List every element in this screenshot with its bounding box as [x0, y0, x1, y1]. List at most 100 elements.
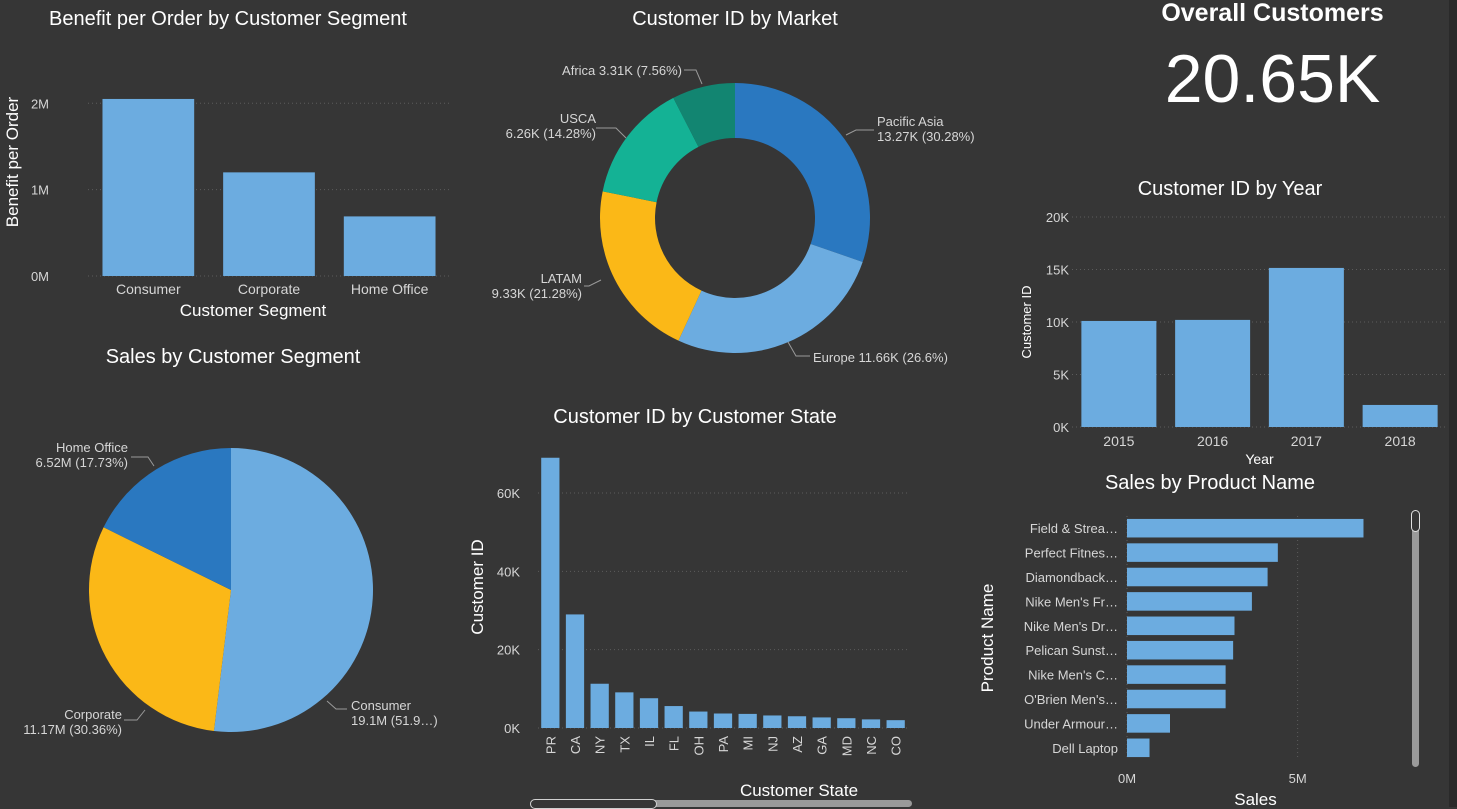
bar-co	[886, 720, 905, 728]
state-scrollbar-track[interactable]	[530, 800, 912, 807]
data-label: Corporate	[64, 707, 122, 722]
data-label: 9.33K (21.28%)	[492, 286, 582, 301]
x-tick-label: MD	[839, 736, 854, 756]
x-tick-label: NY	[593, 736, 608, 754]
bar-under-armour	[1127, 714, 1170, 733]
data-label: LATAM	[541, 271, 582, 286]
bar-il	[639, 698, 659, 728]
bar-pr	[541, 457, 560, 728]
bar-oh	[689, 711, 708, 728]
data-label: 6.26K (14.28%)	[506, 126, 596, 141]
x-tick-label: MI	[741, 736, 756, 750]
x-tick-label: PR	[543, 736, 558, 754]
product-chart-title: Sales by Product Name	[1104, 472, 1316, 494]
y-tick-label: 20K	[1046, 210, 1069, 225]
bar-o-brien-men-s	[1127, 689, 1226, 709]
data-label: Pacific Asia	[877, 114, 944, 129]
y-tick-label: O'Brien Men's…	[1024, 692, 1118, 707]
y-tick-label: 0K	[1053, 420, 1069, 435]
bar-mi	[738, 713, 757, 728]
data-label: 6.52M (17.73%)	[36, 455, 129, 470]
product-scrollbar-track[interactable]	[1412, 512, 1419, 767]
y-tick-label: 15K	[1046, 263, 1069, 278]
bar-tx	[615, 692, 634, 728]
sales-segment-panel: Sales by Customer Segment Consumer 19.1M …	[0, 340, 470, 807]
kpi-value: 20.65K	[1164, 41, 1381, 117]
benefit-chart: 0M 1M 2M Consumer Corporate Home Office Custom…	[3, 96, 450, 320]
product-chart-panel: Sales by Product Name 0M 5M Field & Strea……	[970, 470, 1450, 809]
market-chart-title: Customer ID by Market	[632, 8, 838, 30]
bar-ny	[590, 683, 609, 728]
bar-az	[787, 716, 807, 728]
x-tick-label: Home Office	[351, 281, 429, 297]
bar-dell-laptop	[1127, 738, 1150, 758]
y-tick-label: Diamondback…	[1026, 570, 1119, 585]
x-axis-title: Customer Segment	[180, 301, 327, 320]
data-label: Home Office	[56, 440, 128, 455]
x-tick-label: GA	[815, 736, 830, 755]
bar-nike-men-s-c	[1127, 665, 1226, 684]
leader-line	[326, 700, 347, 710]
window-edge	[1449, 0, 1457, 807]
x-tick-label: 2017	[1291, 433, 1322, 449]
leader-line	[131, 456, 155, 467]
slice-usca	[602, 97, 699, 203]
x-tick-label: AZ	[790, 736, 805, 753]
bar-pelican-sunst	[1127, 640, 1234, 660]
x-axis-title: Year	[1245, 451, 1274, 467]
x-tick-label: CO	[889, 736, 904, 756]
slice-home-office	[103, 448, 231, 590]
slice-latam	[600, 191, 702, 341]
bar-2016	[1175, 319, 1251, 427]
state-scrollbar-thumb[interactable]	[530, 799, 657, 809]
data-label: 11.17M (30.36%)	[23, 722, 122, 737]
bar-diamondback	[1127, 567, 1268, 587]
bar-fl	[664, 706, 683, 728]
y-tick-label: Nike Men's Fr…	[1025, 594, 1118, 609]
state-chart: 0K 20K 40K 60K PR CA NY TX IL FL OH PA MI NJ AZ GA MD NC C…	[468, 457, 908, 800]
bar-ca	[565, 614, 585, 728]
y-tick-label: 10K	[1046, 315, 1069, 330]
y-tick-label: Field & Strea…	[1030, 521, 1118, 536]
x-axis-title: Sales	[1234, 790, 1277, 809]
slice-pacific-asia	[735, 83, 870, 262]
x-tick-label: PA	[716, 736, 731, 753]
data-label: 19.1M (51.9…)	[351, 713, 438, 728]
leader-line	[596, 127, 627, 139]
x-axis-title: Customer State	[740, 781, 858, 800]
state-chart-title: Customer ID by Customer State	[553, 406, 837, 428]
bar-consumer	[102, 98, 195, 276]
y-tick-label: 2M	[31, 96, 49, 111]
bar-nike-men-s-dr	[1127, 616, 1235, 636]
y-tick-label: 40K	[497, 564, 520, 579]
x-tick-label: FL	[667, 736, 682, 751]
x-tick-label: NJ	[765, 736, 780, 752]
benefit-chart-panel: Benefit per Order by Customer Segment 0M…	[0, 0, 460, 330]
x-tick-label: 0M	[1118, 771, 1136, 786]
data-label: Europe 11.66K (26.6%)	[813, 350, 948, 365]
x-tick-label: Corporate	[238, 281, 300, 297]
x-tick-label: TX	[617, 736, 632, 753]
product-chart: 0M 5M Field & Strea… Perfect Fitnes… Diamond…	[978, 516, 1364, 809]
data-label: Consumer	[351, 698, 412, 713]
data-label: USCA	[560, 111, 596, 126]
bar-nike-men-s-fr	[1127, 592, 1252, 611]
product-scrollbar-thumb[interactable]	[1411, 510, 1420, 532]
data-label: Africa 3.31K (7.56%)	[562, 63, 682, 78]
year-chart: 0K 5K 10K 15K 20K 2015 2016 2017 2018 Year Custome…	[1019, 210, 1447, 467]
y-axis-title: Customer ID	[468, 539, 487, 634]
sales-segment-title: Sales by Customer Segment	[105, 346, 361, 368]
slice-consumer	[213, 448, 373, 732]
leader-line	[684, 69, 703, 85]
y-tick-label: 5K	[1053, 368, 1069, 383]
bar-nj	[763, 715, 782, 728]
bar-nc	[861, 719, 881, 728]
leader-line	[845, 129, 874, 136]
bar-pa	[713, 713, 733, 728]
y-axis-title: Benefit per Order	[3, 96, 22, 227]
y-tick-label: Nike Men's Dr…	[1024, 619, 1118, 634]
y-tick-label: 0M	[31, 269, 49, 284]
x-tick-label: 2018	[1385, 433, 1416, 449]
market-chart-panel: Customer ID by Market Pacific Asia 13.27K…	[470, 0, 1000, 380]
